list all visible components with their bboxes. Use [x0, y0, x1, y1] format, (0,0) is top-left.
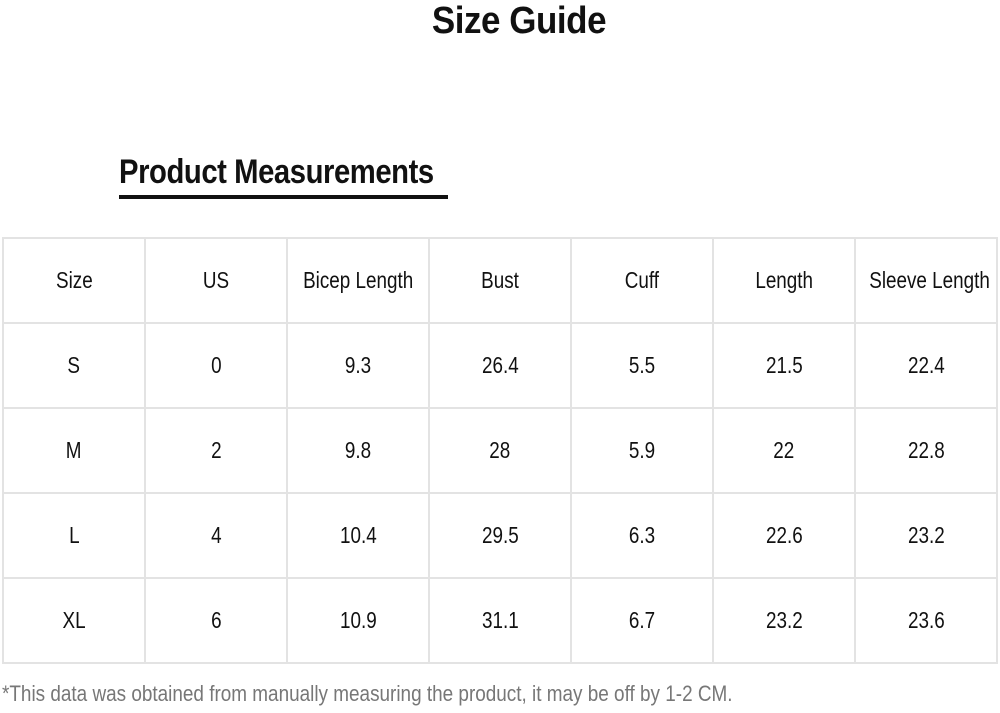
table-cell: 23.2 [854, 492, 998, 579]
cell-value: 9.3 [344, 352, 372, 378]
cell-value: L [68, 522, 80, 548]
cell-value: 9.8 [344, 437, 372, 463]
cell-value: 23.2 [907, 522, 945, 548]
table-cell: 6.3 [570, 492, 714, 579]
cell-value: 10.9 [339, 607, 377, 633]
cell-value: 26.4 [481, 352, 519, 378]
column-header-label: Bust [481, 267, 519, 293]
column-header: Length [712, 237, 856, 324]
table-cell: 22 [712, 407, 856, 494]
table-header-row: Size US Bicep Length Bust Cuff Length Sleeve L… [2, 237, 998, 324]
column-header-label: Length [755, 267, 813, 293]
table-cell: 26.4 [428, 322, 572, 409]
cell-value: 5.9 [628, 437, 656, 463]
column-header-label: Bicep Length [302, 267, 414, 293]
size-table: Size US Bicep Length Bust Cuff Length Sleeve L… [2, 237, 998, 664]
table-cell: 10.4 [286, 492, 430, 579]
page-title: Size Guide [431, 0, 607, 42]
disclaimer-note: *This data was obtained from manually me… [2, 681, 733, 706]
table-cell: 23.6 [854, 577, 998, 664]
column-header-label: US [202, 267, 230, 293]
cell-value: 21.5 [765, 352, 803, 378]
table-cell: 5.5 [570, 322, 714, 409]
table-cell: 2 [144, 407, 288, 494]
cell-value: 4 [210, 522, 222, 548]
table-cell: 29.5 [428, 492, 572, 579]
cell-value: M [66, 437, 82, 463]
cell-value: 22.8 [907, 437, 945, 463]
table-cell: 31.1 [428, 577, 572, 664]
cell-value: S [67, 352, 81, 378]
table-cell: 6.7 [570, 577, 714, 664]
column-header-label: Cuff [624, 267, 660, 293]
section-title-underline [119, 195, 448, 199]
cell-value: 22.4 [907, 352, 945, 378]
table-cell: 0 [144, 322, 288, 409]
table-cell: M [2, 407, 146, 494]
cell-value: 6.3 [628, 522, 656, 548]
table-cell: XL [2, 577, 146, 664]
column-header: US [144, 237, 288, 324]
column-header: Sleeve Length [854, 237, 998, 324]
table-cell: 21.5 [712, 322, 856, 409]
cell-value: 10.4 [339, 522, 377, 548]
cell-value: 28 [489, 437, 511, 463]
table-cell: 9.8 [286, 407, 430, 494]
cell-value: 29.5 [481, 522, 519, 548]
table-cell: 6 [144, 577, 288, 664]
table-cell: 5.9 [570, 407, 714, 494]
table-cell: 23.2 [712, 577, 856, 664]
table-cell: 22.4 [854, 322, 998, 409]
table-cell: 9.3 [286, 322, 430, 409]
cell-value: XL [62, 607, 86, 633]
cell-value: 2 [210, 437, 222, 463]
table-cell: S [2, 322, 146, 409]
cell-value: 23.6 [907, 607, 945, 633]
table-row: XL 6 10.9 31.1 6.7 23.2 23.6 [2, 577, 998, 664]
cell-value: 6.7 [628, 607, 656, 633]
section-title: Product Measurements [119, 153, 434, 191]
table-row: S 0 9.3 26.4 5.5 21.5 22.4 [2, 322, 998, 409]
table-row: M 2 9.8 28 5.9 22 22.8 [2, 407, 998, 494]
table-cell: 28 [428, 407, 572, 494]
cell-value: 22.6 [765, 522, 803, 548]
column-header: Bicep Length [286, 237, 430, 324]
cell-value: 23.2 [765, 607, 803, 633]
cell-value: 0 [210, 352, 222, 378]
table-cell: 10.9 [286, 577, 430, 664]
column-header: Size [2, 237, 146, 324]
cell-value: 5.5 [628, 352, 656, 378]
table-cell: L [2, 492, 146, 579]
table-row: L 4 10.4 29.5 6.3 22.6 23.2 [2, 492, 998, 579]
column-header-label: Size [55, 267, 93, 293]
column-header-label: Sleeve Length [869, 267, 990, 293]
cell-value: 6 [210, 607, 222, 633]
column-header: Bust [428, 237, 572, 324]
table-cell: 4 [144, 492, 288, 579]
column-header: Cuff [570, 237, 714, 324]
table-cell: 22.6 [712, 492, 856, 579]
cell-value: 31.1 [481, 607, 519, 633]
table-cell: 22.8 [854, 407, 998, 494]
cell-value: 22 [773, 437, 795, 463]
